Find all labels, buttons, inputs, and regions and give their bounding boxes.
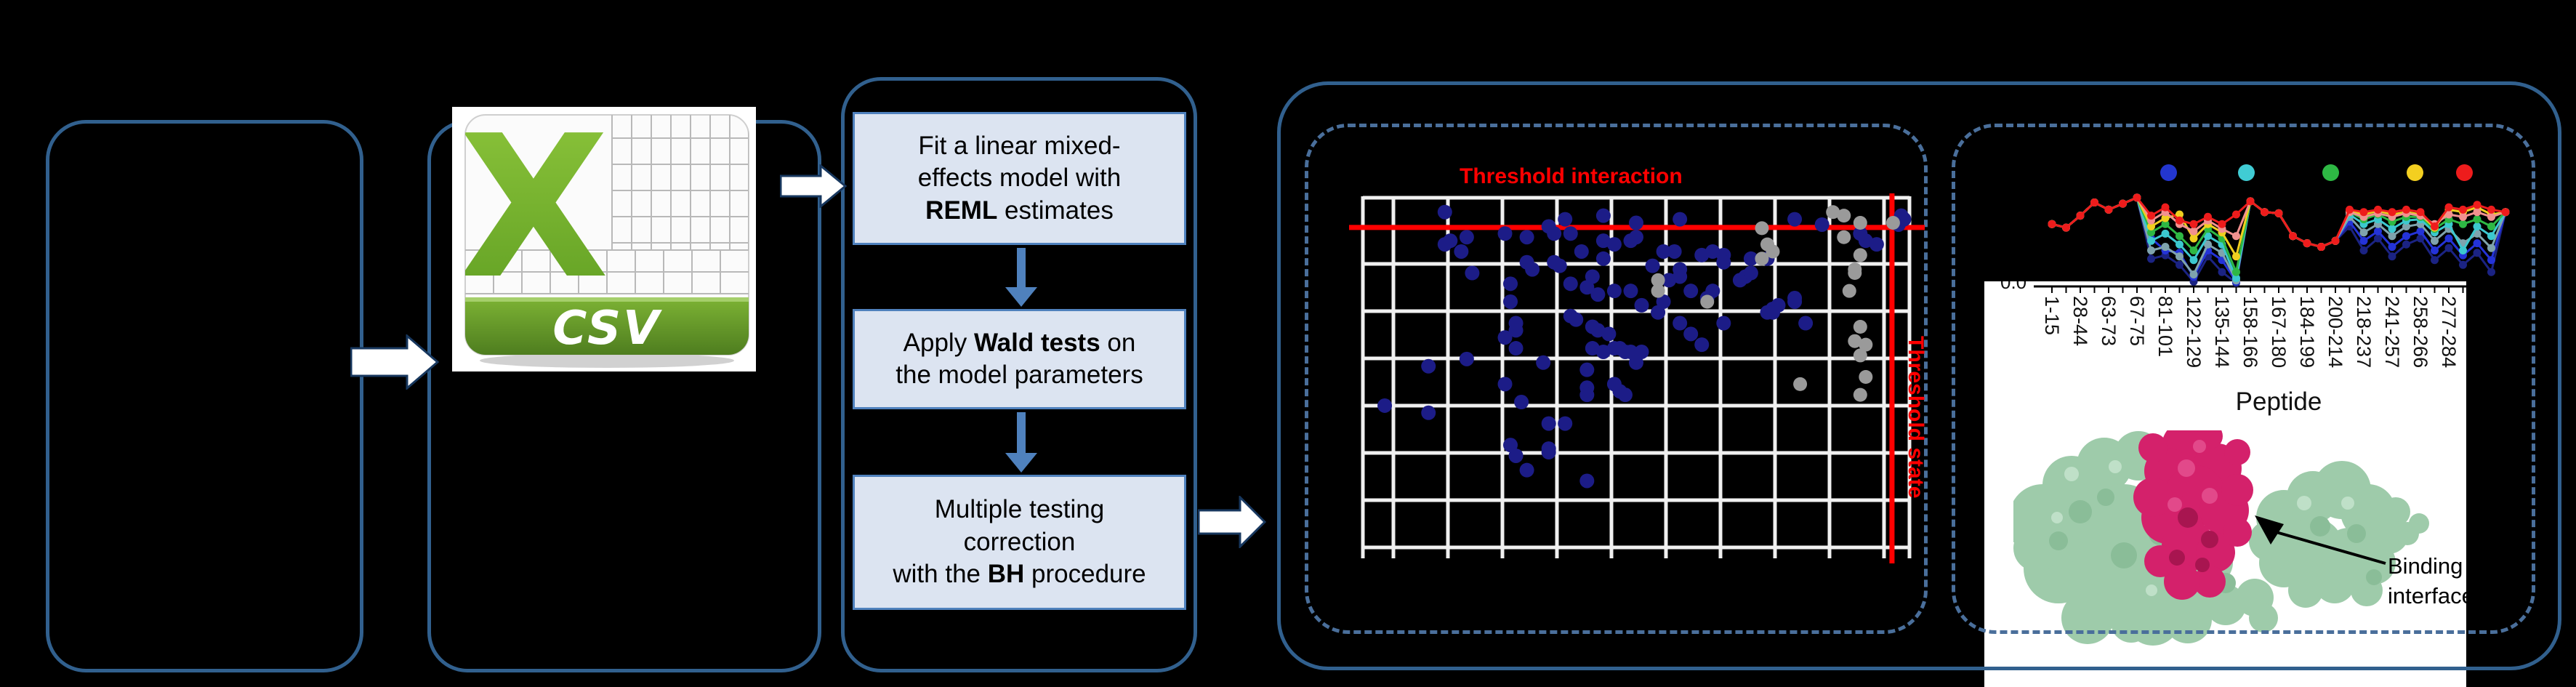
csv-banner	[465, 297, 749, 355]
peptide-axis-title: Peptide	[2235, 387, 2322, 416]
input-panel	[46, 120, 363, 672]
threshold-interaction-label: Threshold interaction	[1460, 164, 1683, 188]
flow-arrow-right-2	[780, 164, 847, 208]
step-wald-tests: Apply Wald tests on the model parameters	[853, 309, 1186, 409]
scatter-plot	[1349, 193, 1925, 563]
binding-interface-arrow	[2255, 515, 2386, 565]
legend-dot	[2238, 164, 2255, 181]
csv-icon-shadow	[480, 353, 734, 368]
step-fit-model: Fit a linear mixed-effects model with REM…	[853, 112, 1186, 245]
flow-arrow-right-3	[1198, 496, 1266, 548]
step-text-line: REML estimates	[925, 196, 1114, 225]
csv-icon-grid: X	[458, 107, 749, 355]
uptake-y-zero-tick: 0.0	[2000, 281, 2027, 293]
down-arrow-1	[1005, 248, 1037, 307]
legend-dot	[2456, 164, 2473, 181]
step-text-line: Fit a linear mixed-	[918, 131, 1121, 160]
scatter-points-nonsignificant	[1651, 205, 1900, 402]
csv-banner-label: CSV	[552, 302, 662, 355]
results-panel	[1277, 81, 2561, 670]
down-arrow-2	[1005, 412, 1037, 473]
uptake-subpanel	[1952, 124, 2535, 634]
legend-dot	[2322, 164, 2339, 181]
step-text-line: the model parameters	[895, 361, 1143, 389]
csv-file-icon: X CSV	[452, 107, 756, 371]
uptake-series-yellow	[2048, 193, 2510, 261]
flow-arrow-right-1	[350, 334, 439, 390]
step-text-line: Multiple testing	[934, 495, 1105, 524]
scatter-grid	[1361, 196, 1912, 558]
step-text-line: effects model with	[917, 164, 1122, 193]
binding-interface-label: Binding interface	[2388, 553, 2466, 608]
uptake-series-steel	[2048, 193, 2510, 285]
step-text-line: correction	[963, 527, 1076, 556]
excel-x-glyph: X	[458, 107, 609, 322]
step-text-line: with the BH procedure	[893, 560, 1146, 589]
uptake-axis-ticks	[2051, 286, 2506, 293]
uptake-series-red	[2048, 193, 2510, 252]
protein-image-box: 0.0 1-15 28-44 63-73 67-75 81-101 122-129 135-…	[1984, 281, 2466, 687]
uptake-line-chart	[2034, 193, 2513, 293]
step-multiple-testing: Multiple testing correction with the BH pr…	[853, 475, 1186, 610]
scatter-subpanel	[1305, 124, 1928, 634]
uptake-series-navy	[2048, 193, 2510, 287]
uptake-series-blue	[2048, 193, 2510, 286]
legend-dot	[2160, 164, 2177, 181]
threshold-state-label: Threshold state	[1904, 336, 1928, 499]
legend-dot	[2407, 164, 2423, 181]
step-text-line: Apply Wald tests on	[903, 328, 1136, 357]
pipeline-panel	[841, 77, 1197, 672]
